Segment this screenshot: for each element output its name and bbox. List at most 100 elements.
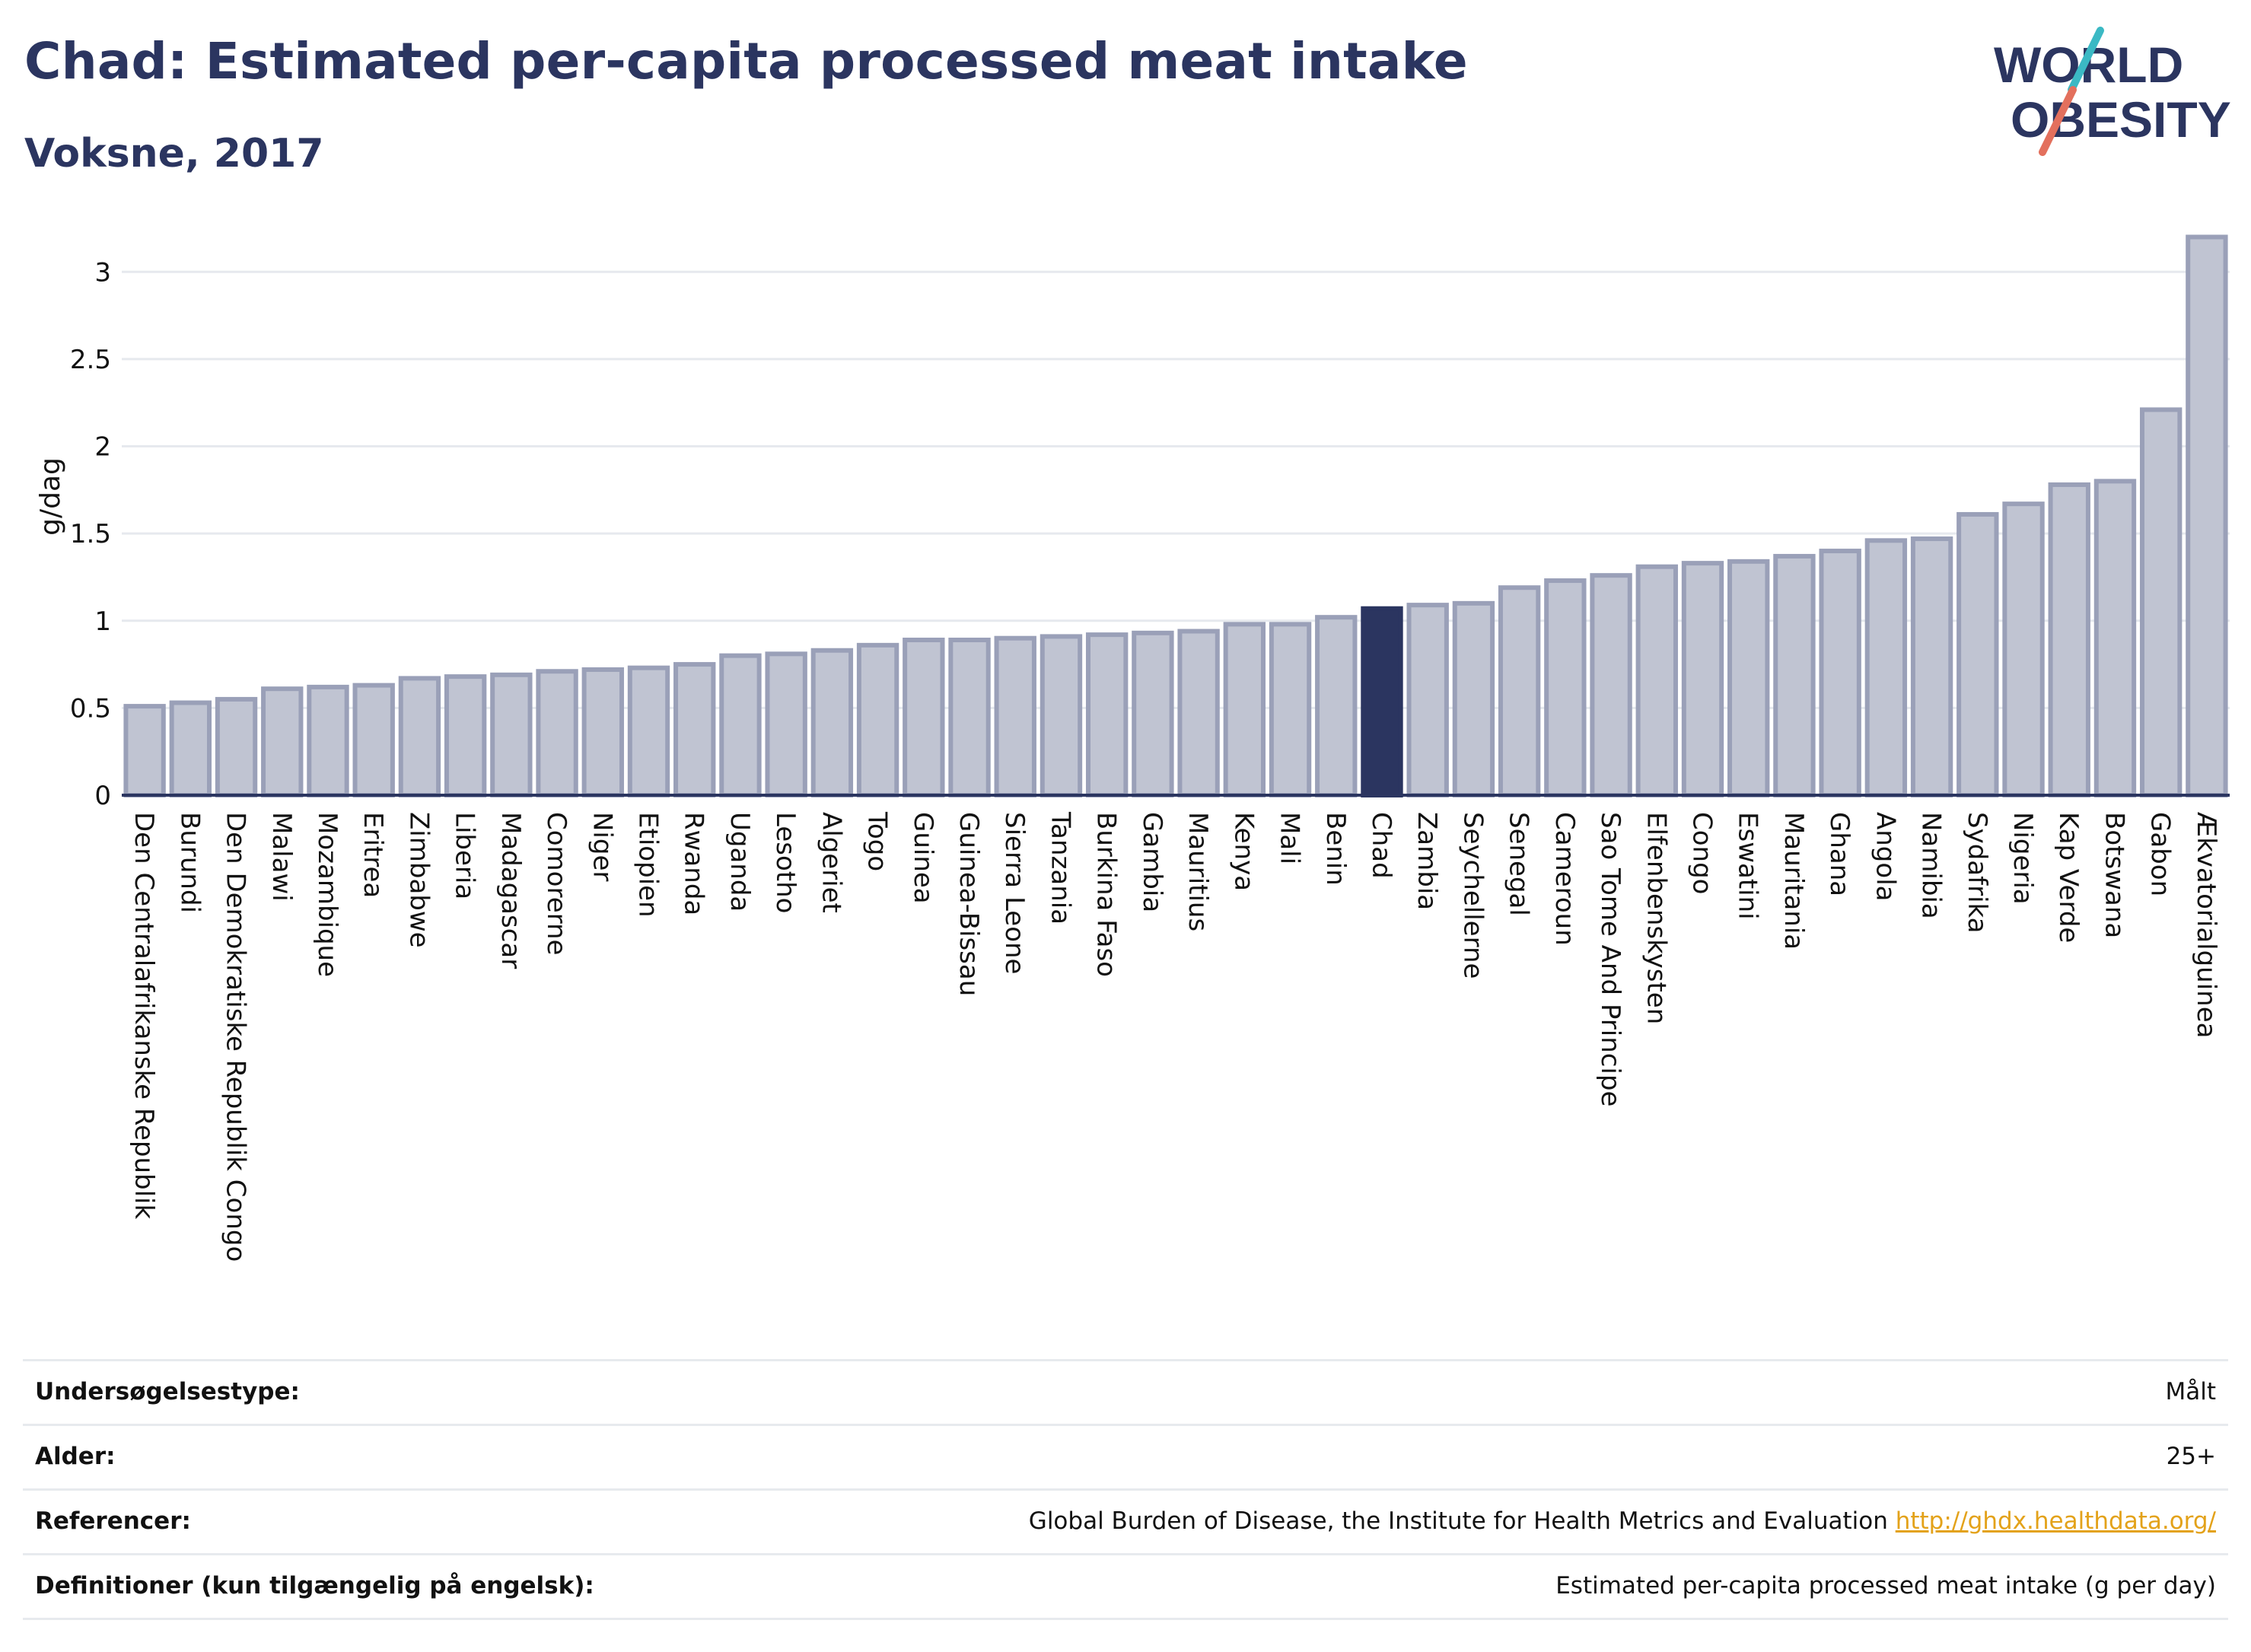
x-tick-label: Eswatini [1733,812,1763,920]
x-tick-label: Guinea-Bissau [954,812,984,996]
meta-value: Målt [2165,1378,2216,1405]
bar [810,648,854,797]
x-tick-label: Burkina Faso [1091,812,1122,977]
bar [2139,407,2183,797]
bar [948,637,991,797]
bar [719,653,762,797]
y-axis-label: g/dag [35,457,66,536]
bar [123,704,166,797]
x-tick-label: Comorerne [541,812,572,955]
bar [1406,603,1449,798]
bar [490,672,533,797]
bar [2048,482,2090,797]
y-tick-label: 2.5 [70,345,111,375]
bar [444,674,487,797]
bar [261,686,304,798]
x-tick-label: Sierra Leone [999,812,1030,974]
bar [765,651,807,797]
x-tick-label: Etiopien [633,812,664,918]
x-tick-label: Den Demokratiske Republik Congo [221,812,251,1262]
x-tick-labels: Den Centralafrikanske Republik Burundi Den… [129,811,2221,1262]
meta-label: Alder: [35,1443,116,1470]
bar [1040,634,1083,798]
x-tick-label: Gabon [2145,812,2176,896]
x-tick-label: Seychellerne [1457,812,1488,979]
meta-label: Referencer: [35,1507,191,1535]
bars [123,234,2228,798]
x-tick-label: Namibia [1916,812,1947,919]
x-tick-label: Chad [1366,812,1396,879]
bar [2002,501,2045,797]
bar [1773,553,1816,797]
metadata-table: Undersøgelsestype: Målt Alder: 25+ Refer… [23,1359,2228,1620]
meta-row-references: Referencer: Global Burden of Disease, th… [23,1488,2228,1553]
bar [1315,615,1358,798]
bar [307,684,349,798]
bar [2186,234,2228,797]
bar [398,676,441,798]
bar [1452,600,1495,797]
bar [1727,559,1770,797]
y-tick-label: 1.5 [70,519,111,549]
x-tick-label: Burundi [174,812,205,913]
meta-value-group: Global Burden of Disease, the Institute … [1029,1507,2216,1535]
x-tick-label: Kenya [1228,812,1259,891]
x-tick-label: Tanzania [1045,811,1075,925]
x-tick-label: Mali [1275,812,1305,864]
meta-label: Definitioner (kun tilgængelig på engelsk… [35,1572,594,1599]
bar [1498,585,1541,797]
reference-link[interactable]: http://ghdx.healthdata.org/ [1895,1507,2216,1535]
x-tick-label: Senegal [1504,812,1534,916]
y-tick-label: 1 [94,606,111,637]
x-tick-label: Guinea [908,812,938,904]
bar [1223,622,1266,797]
meta-row-definitions: Definitioner (kun tilgængelig på engelsk… [23,1553,2228,1620]
x-tick-label: Sydafrika [1962,812,1992,933]
bar [1681,561,1724,797]
y-tick-labels: 0 0.5 1 1.5 2 2.5 3 [70,257,111,811]
bar [581,667,624,798]
bar [1085,632,1129,797]
x-tick-label: Malawi [266,812,297,902]
x-tick-label: Mauritius [1183,812,1213,931]
x-tick-label: Madagascar [495,812,526,969]
y-tick-label: 0 [94,781,111,811]
meta-row-survey-type: Undersøgelsestype: Målt [23,1359,2228,1424]
x-tick-label: Togo [862,811,893,871]
x-tick-label: Lesotho [770,812,801,913]
x-tick-label: Uganda [724,812,755,912]
x-tick-label: Ghana [1824,812,1855,896]
bar-chart: 0 0.5 1 1.5 2 2.5 3 Den Centralafrikanske Repu… [35,234,2230,1262]
bar [673,662,716,797]
x-tick-label: Sao Tome And Principe [1595,812,1625,1106]
x-tick-label: Gambia [1137,812,1167,912]
x-tick-label: Angola [1870,812,1900,901]
x-tick-label: Ækvatorialguinea [2191,812,2221,1038]
bar [1635,564,1678,797]
bar [2093,479,2137,797]
world-obesity-logo: WORLD OBESITY [1994,27,2231,156]
x-tick-label: Benin [1320,812,1351,886]
y-tick-label: 0.5 [70,693,111,724]
bar [1956,511,1999,797]
reference-text: Global Burden of Disease, the Institute … [1028,1507,1888,1535]
bar [1132,630,1174,797]
logo-slash-teal [2068,27,2104,94]
page-subtitle: Voksne, 2017 [24,131,324,177]
bar [994,635,1036,798]
x-tick-label: Kap Verde [2053,812,2084,943]
logo-word-world: WORLD [1994,37,2183,93]
meta-row-age: Alder: 25+ [23,1424,2228,1488]
bar [1544,578,1587,797]
x-tick-label: Niger [587,812,617,881]
x-tick-label: Nigeria [2007,812,2038,905]
x-tick-label: Botswana [2099,812,2129,938]
x-tick-label: Eritrea [358,812,388,898]
x-tick-label: Algeriet [816,812,846,913]
bar-highlighted [1361,606,1403,797]
bar [1910,536,1953,797]
page-title: Chad: Estimated per-capita processed mea… [24,32,1468,91]
bar [352,683,395,797]
logo-slash-coral [2039,86,2077,156]
bar [536,669,578,797]
